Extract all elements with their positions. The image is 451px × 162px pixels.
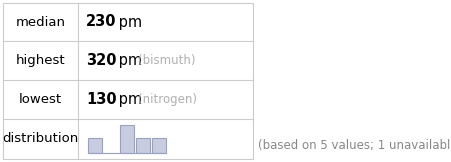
Text: highest: highest [16,54,65,67]
Text: 230: 230 [86,15,116,29]
Text: pm: pm [114,92,142,107]
Text: pm: pm [114,53,142,68]
Text: distribution: distribution [2,133,78,145]
Text: 320: 320 [86,53,116,68]
Text: 230: 230 [86,15,116,29]
Bar [88,138,102,153]
Bar [3,3,253,159]
Text: 320: 320 [86,53,116,68]
Bar [136,138,150,153]
Text: 130: 130 [86,92,116,107]
Bar [120,125,133,153]
Text: (bismuth): (bismuth) [138,54,195,67]
Text: median: median [15,16,65,29]
Text: lowest: lowest [19,93,62,106]
Text: pm: pm [114,15,142,29]
Text: 130: 130 [86,92,116,107]
Bar [152,138,166,153]
Text: (based on 5 values; 1 unavailable): (based on 5 values; 1 unavailable) [258,139,451,151]
Text: (nitrogen): (nitrogen) [138,93,197,106]
